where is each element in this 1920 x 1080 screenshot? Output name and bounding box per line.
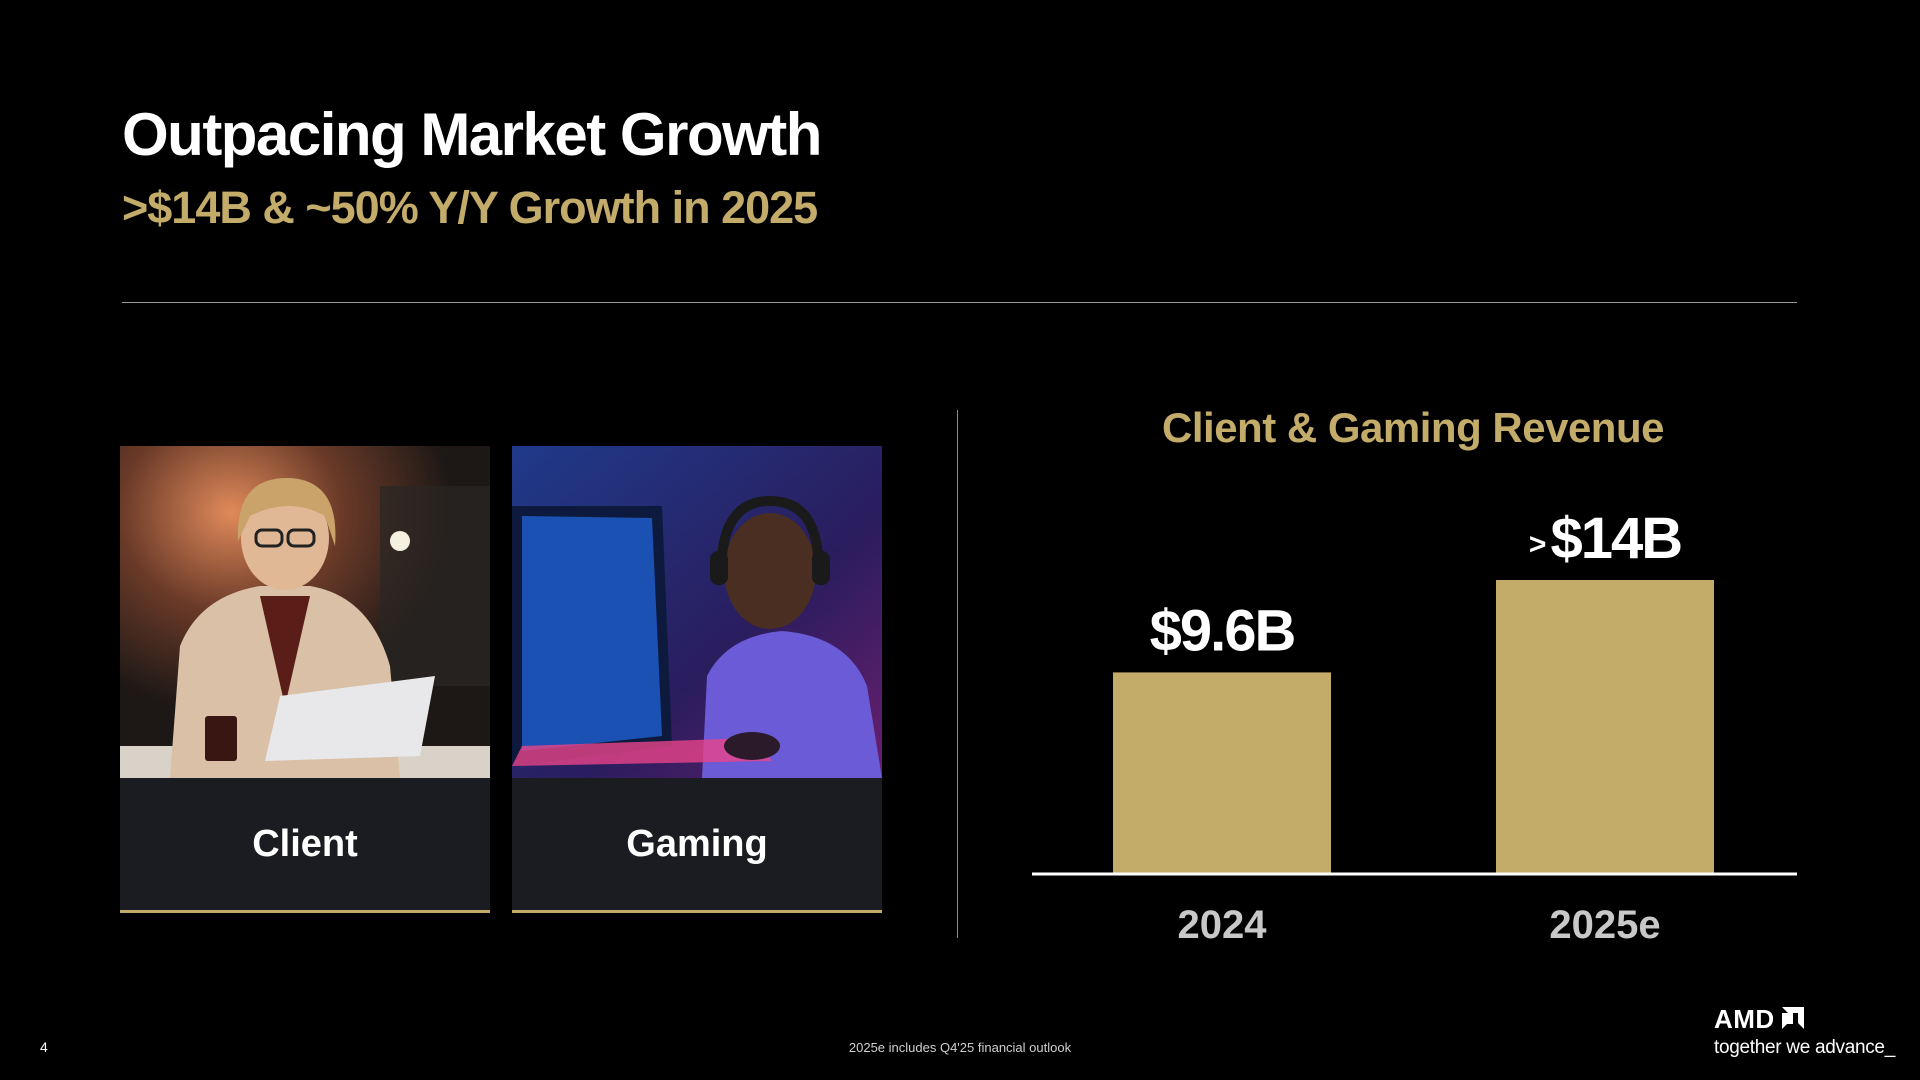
- footnote: 2025e includes Q4'25 financial outlook: [848, 1040, 1072, 1055]
- data-label-prefix: >: [1529, 528, 1546, 561]
- chart-title: Client & Gaming Revenue: [1162, 404, 1664, 451]
- slide-title: Outpacing Market Growth: [122, 101, 822, 168]
- gaming-photo: [512, 446, 882, 778]
- page-number: 4: [40, 1039, 48, 1055]
- title-divider: [122, 302, 1797, 303]
- amd-logo-text: AMD: [1714, 1004, 1775, 1034]
- client-label: Client: [252, 822, 358, 865]
- data-label-2024: $9.6B: [1150, 598, 1295, 663]
- revenue-bar-chart: $9.6B 2024 > $14B 2025e: [1032, 506, 1797, 947]
- section-divider: [957, 410, 958, 938]
- bar-2024: [1113, 672, 1331, 874]
- gaming-accent-line: [512, 910, 882, 913]
- client-photo: [120, 446, 490, 778]
- amd-arrow-icon: [1781, 1007, 1804, 1029]
- x-tick-label-2025e: 2025e: [1549, 903, 1660, 947]
- amd-tagline: together we advance_: [1714, 1037, 1895, 1058]
- data-label-2025e: > $14B: [1529, 506, 1681, 571]
- gaming-card: Gaming: [512, 446, 882, 913]
- data-label-value: $14B: [1550, 506, 1681, 571]
- bar-2025e: [1496, 580, 1714, 874]
- x-tick-label-2024: 2024: [1178, 903, 1268, 947]
- amd-logo: AMD together we advance_: [1714, 1004, 1895, 1059]
- slide-subtitle: >$14B & ~50% Y/Y Growth in 2025: [122, 182, 818, 233]
- client-card: Client: [120, 446, 490, 913]
- amd-wordmark: AMD: [1714, 1004, 1895, 1035]
- gaming-label: Gaming: [626, 822, 768, 865]
- client-accent-line: [120, 910, 490, 913]
